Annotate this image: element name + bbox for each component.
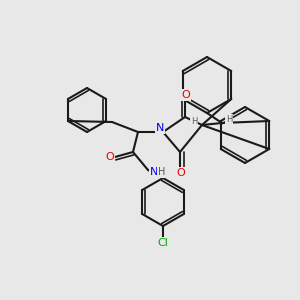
Text: O: O: [106, 152, 114, 162]
Text: N: N: [156, 123, 164, 133]
Text: H: H: [191, 116, 197, 125]
Text: N: N: [150, 167, 158, 177]
Text: H: H: [158, 167, 166, 177]
Text: H: H: [226, 115, 232, 124]
Text: Cl: Cl: [158, 238, 168, 248]
Text: O: O: [177, 168, 185, 178]
Text: O: O: [182, 90, 190, 100]
